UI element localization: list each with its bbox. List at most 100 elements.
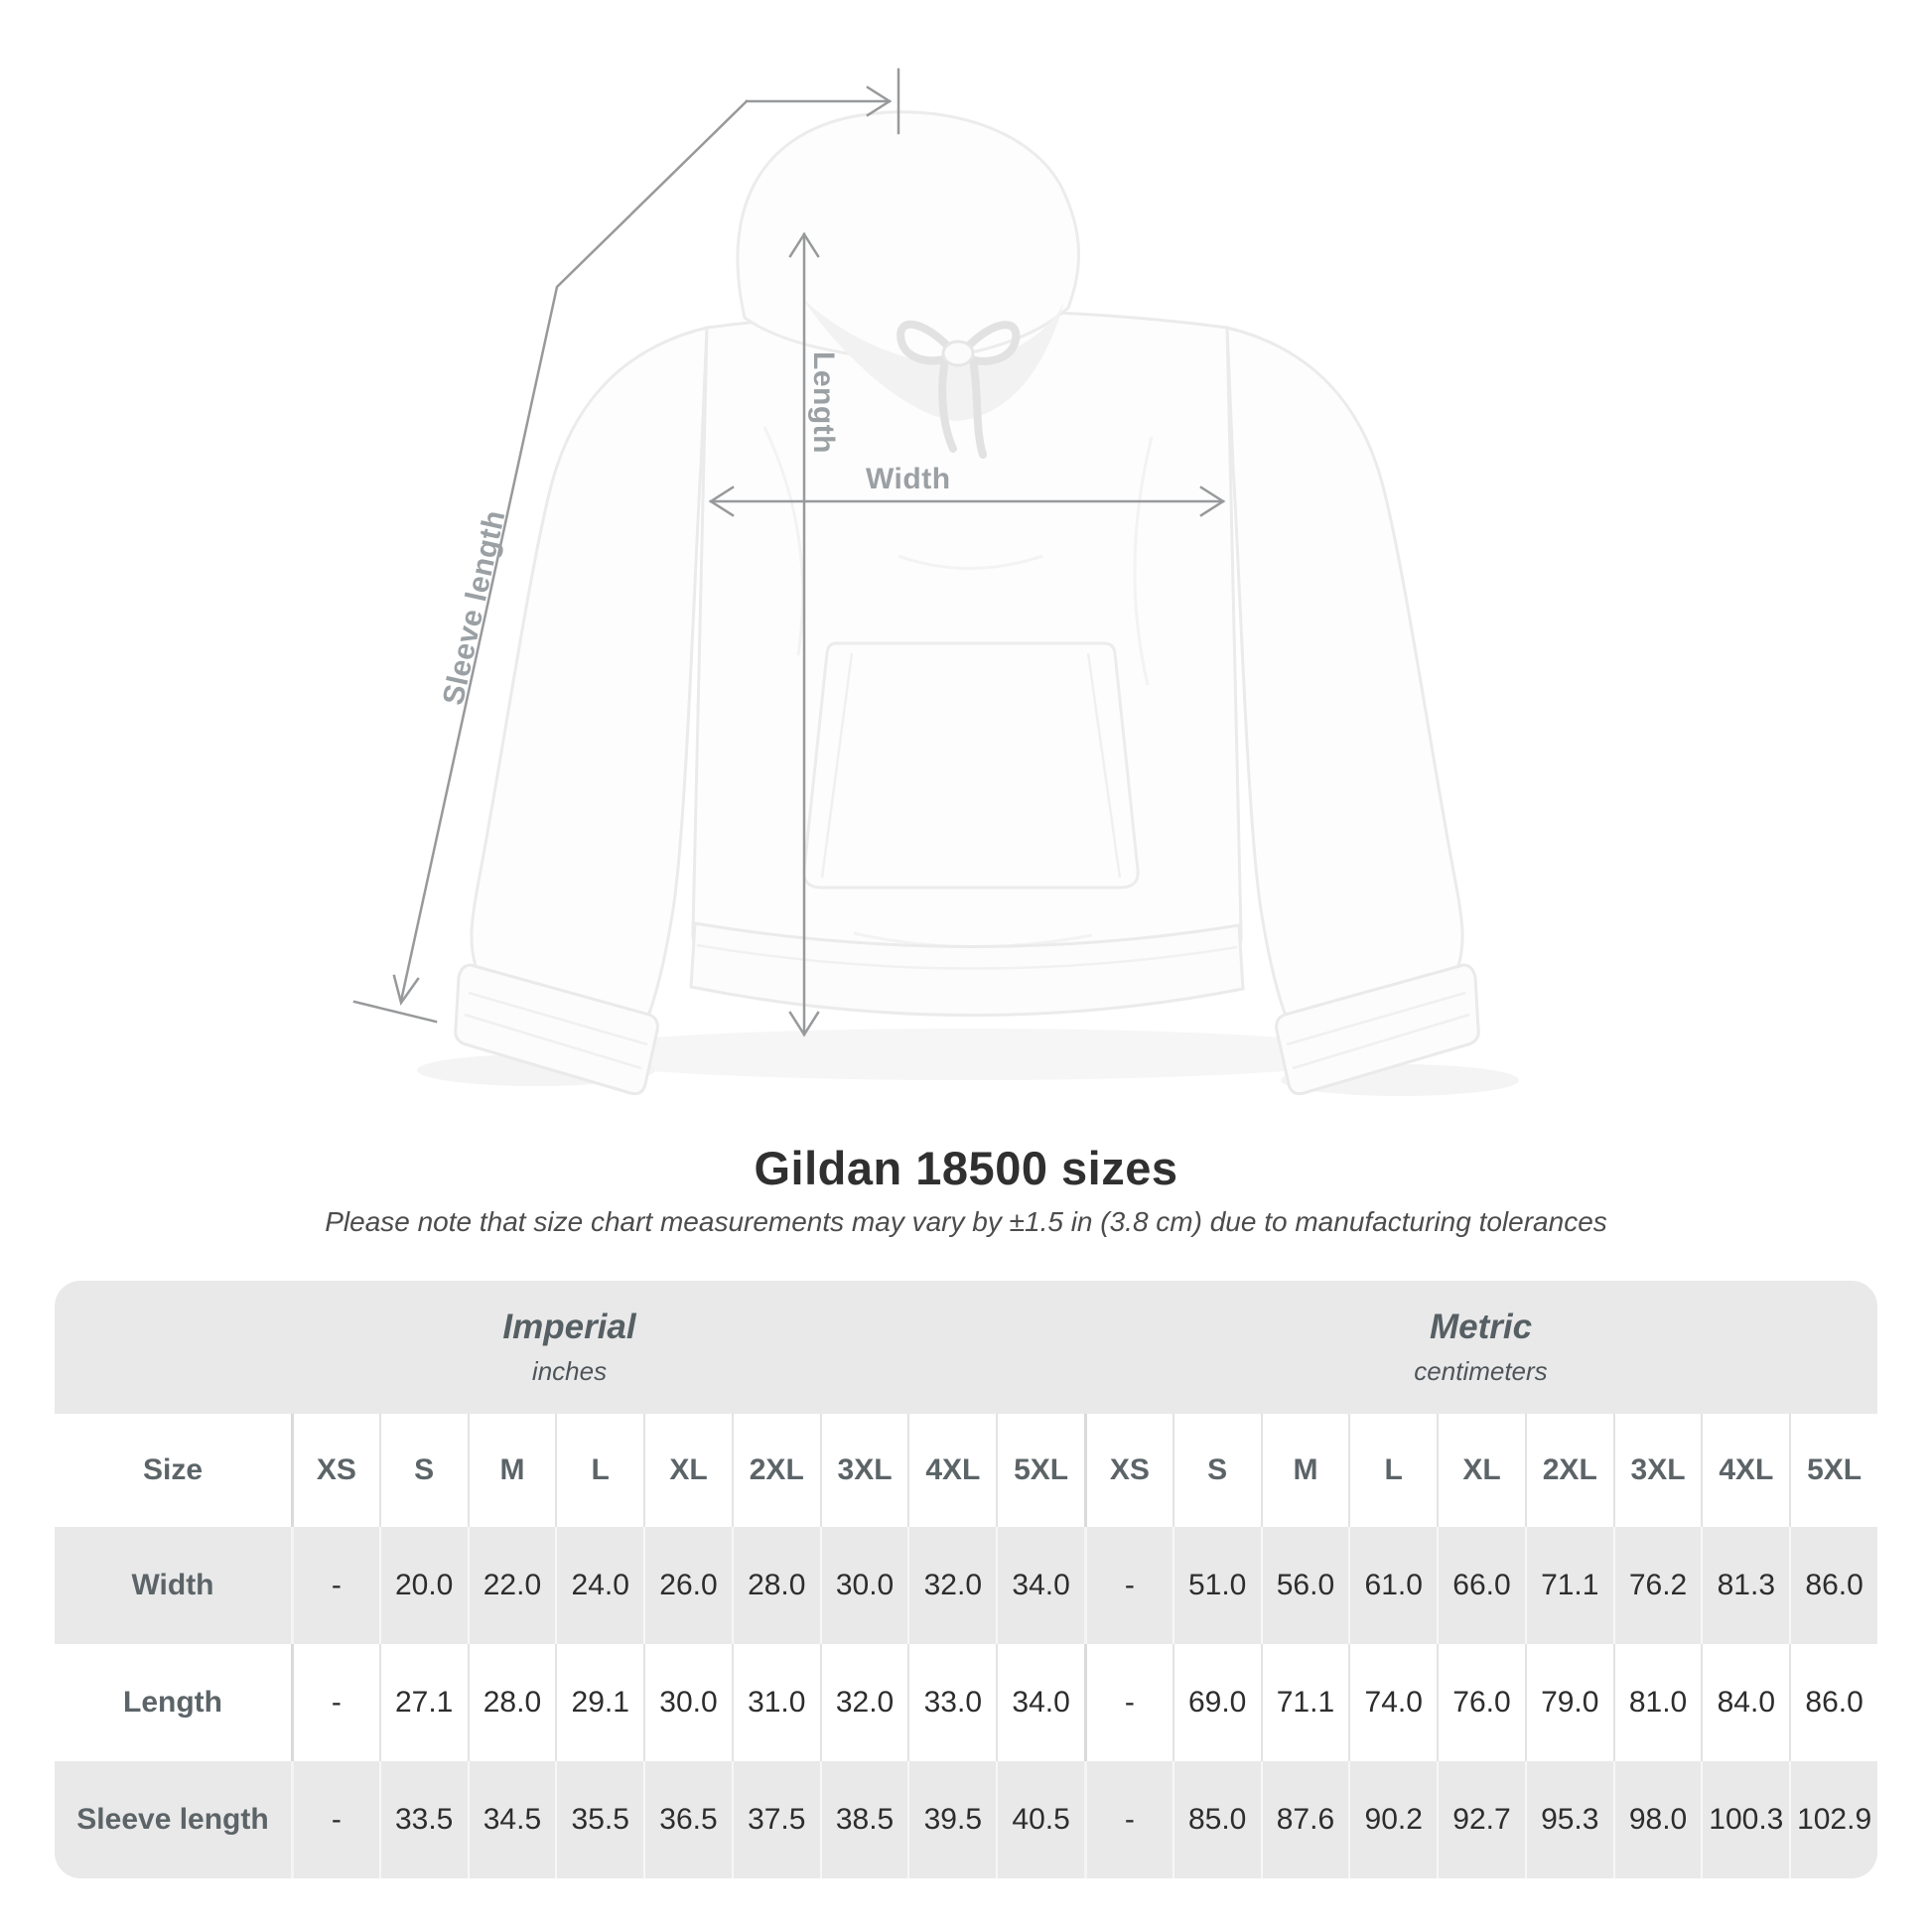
pocket-slits	[820, 652, 1122, 879]
size-header-imperial-3xl: 3XL	[819, 1414, 908, 1527]
value-imperial-4xl: 33.0	[907, 1644, 996, 1761]
size-header-imperial-l: L	[555, 1414, 643, 1527]
value-metric-s: 85.0	[1172, 1761, 1261, 1878]
value-metric-s: 69.0	[1172, 1644, 1261, 1761]
size-header-metric-3xl: 3XL	[1612, 1414, 1702, 1527]
size-header-imperial-xs: XS	[291, 1414, 379, 1527]
value-metric-2xl: 71.1	[1524, 1527, 1613, 1644]
value-metric-5xl: 86.0	[1789, 1527, 1877, 1644]
value-metric-l: 61.0	[1348, 1527, 1437, 1644]
size-header-imperial-5xl: 5XL	[996, 1414, 1084, 1527]
size-header-imperial-m: M	[467, 1414, 556, 1527]
size-header-metric-xs: XS	[1084, 1414, 1173, 1527]
metric-header-name: Metric	[1429, 1308, 1533, 1346]
value-metric-4xl: 84.0	[1701, 1644, 1789, 1761]
value-imperial-3xl: 32.0	[819, 1644, 908, 1761]
value-metric-xs: -	[1084, 1527, 1173, 1644]
kangaroo-pocket	[802, 641, 1140, 890]
value-metric-2xl: 79.0	[1524, 1644, 1613, 1761]
row-label-length: Length	[123, 1686, 222, 1719]
size-header-imperial-s: S	[378, 1414, 468, 1527]
value-metric-2xl: 95.3	[1524, 1761, 1613, 1878]
value-imperial-xs: -	[291, 1644, 379, 1761]
value-metric-5xl: 86.0	[1789, 1644, 1877, 1761]
value-imperial-m: 28.0	[467, 1644, 556, 1761]
value-metric-3xl: 81.0	[1612, 1644, 1702, 1761]
value-imperial-4xl: 39.5	[907, 1761, 996, 1878]
row-label-width: Width	[131, 1569, 214, 1601]
drawstring-knot	[941, 340, 975, 367]
size-header-row: Size XS S M L XL 2XL 3XL 4XL 5XL XS S M L XL 2XL 3XL 4XL 5…	[55, 1414, 1877, 1527]
value-imperial-s: 27.1	[378, 1644, 468, 1761]
row-label-sleeve-length: Sleeve length	[76, 1803, 269, 1836]
value-imperial-2xl: 28.0	[731, 1527, 820, 1644]
sleeve-arrowhead-bottom	[392, 974, 420, 1006]
hood-opening	[802, 298, 1064, 421]
value-imperial-xl: 30.0	[643, 1644, 732, 1761]
length-arrowhead-top	[788, 231, 820, 258]
size-column-header: Size	[142, 1453, 204, 1486]
drawstrings	[897, 320, 1021, 459]
size-header-metric-4xl: 4XL	[1701, 1414, 1789, 1527]
length-arrowhead-bottom	[788, 1011, 820, 1037]
value-metric-l: 74.0	[1348, 1644, 1437, 1761]
value-imperial-s: 20.0	[378, 1527, 468, 1644]
size-header-imperial-4xl: 4XL	[907, 1414, 996, 1527]
value-metric-m: 71.1	[1260, 1644, 1349, 1761]
value-metric-4xl: 100.3	[1701, 1761, 1789, 1878]
sleeve-diagonal-segment	[399, 99, 749, 1003]
value-metric-xl: 92.7	[1437, 1761, 1525, 1878]
unit-header-row: Imperial inches Metric centimeters	[55, 1281, 1877, 1414]
value-imperial-2xl: 31.0	[731, 1644, 820, 1761]
value-metric-3xl: 76.2	[1612, 1527, 1702, 1644]
value-metric-xs: -	[1084, 1644, 1173, 1761]
value-metric-xl: 76.0	[1437, 1644, 1525, 1761]
page-title: Gildan 18500 sizes	[754, 1142, 1178, 1194]
ground-shadow	[551, 1029, 1385, 1080]
right-sleeve	[1225, 326, 1464, 1021]
metric-header: Metric centimeters	[1084, 1281, 1877, 1414]
left-sleeve	[470, 326, 709, 1021]
sleeve-bottom-tick	[352, 1000, 438, 1024]
value-imperial-3xl: 38.5	[819, 1761, 908, 1878]
left-cuff-ribbing	[464, 991, 648, 1070]
value-metric-l: 90.2	[1348, 1761, 1437, 1878]
value-metric-xl: 66.0	[1437, 1527, 1525, 1644]
size-header-imperial-2xl: 2XL	[731, 1414, 820, 1527]
right-cuff	[1275, 963, 1480, 1096]
value-imperial-xl: 36.5	[643, 1761, 732, 1878]
size-header-metric-5xl: 5XL	[1789, 1414, 1877, 1527]
size-header-imperial-xl: XL	[643, 1414, 732, 1527]
value-metric-m: 87.6	[1260, 1761, 1349, 1878]
value-metric-xs: -	[1084, 1761, 1173, 1878]
right-cuff-ribbing	[1286, 991, 1470, 1070]
imperial-header: Imperial inches	[55, 1281, 1084, 1414]
size-header-metric-m: M	[1260, 1414, 1349, 1527]
size-header-metric-2xl: 2XL	[1524, 1414, 1613, 1527]
width-arrowhead-right	[1199, 485, 1226, 517]
measurement-row-sleeve-length: Sleeve length -33.5 34.5 35.5 36.5 37.5 38.5 39…	[55, 1761, 1877, 1878]
value-imperial-l: 29.1	[555, 1644, 643, 1761]
value-metric-m: 56.0	[1260, 1527, 1349, 1644]
hoodie-measurement-figure: Length Width Sleeve length	[352, 68, 1519, 1096]
value-metric-4xl: 81.3	[1701, 1527, 1789, 1644]
value-metric-5xl: 102.9	[1789, 1761, 1877, 1878]
measurement-lines	[352, 68, 1226, 1037]
value-imperial-3xl: 30.0	[819, 1527, 908, 1644]
tolerance-note: Please note that size chart measurements…	[325, 1206, 1607, 1237]
metric-header-unit: centimeters	[1414, 1356, 1548, 1386]
value-imperial-4xl: 32.0	[907, 1527, 996, 1644]
value-imperial-5xl: 34.0	[996, 1527, 1084, 1644]
size-header-metric-xl: XL	[1437, 1414, 1525, 1527]
value-metric-3xl: 98.0	[1612, 1761, 1702, 1878]
imperial-header-unit: inches	[531, 1356, 608, 1386]
measurement-row-length: Length -27.1 28.0 29.1 30.0 31.0 32.0 33.0 34.0-…	[55, 1644, 1877, 1761]
value-imperial-m: 22.0	[467, 1527, 556, 1644]
left-cuff	[454, 963, 659, 1096]
measurement-rows: Width -20.0 22.0 24.0 26.0 28.0 30.0 32.0 34.0-5…	[55, 1527, 1877, 1878]
length-measure-label: Length	[807, 351, 840, 454]
size-header-metric-l: L	[1348, 1414, 1437, 1527]
fabric-wrinkles	[762, 426, 1154, 948]
size-header-metric-s: S	[1172, 1414, 1261, 1527]
value-imperial-l: 35.5	[555, 1761, 643, 1878]
